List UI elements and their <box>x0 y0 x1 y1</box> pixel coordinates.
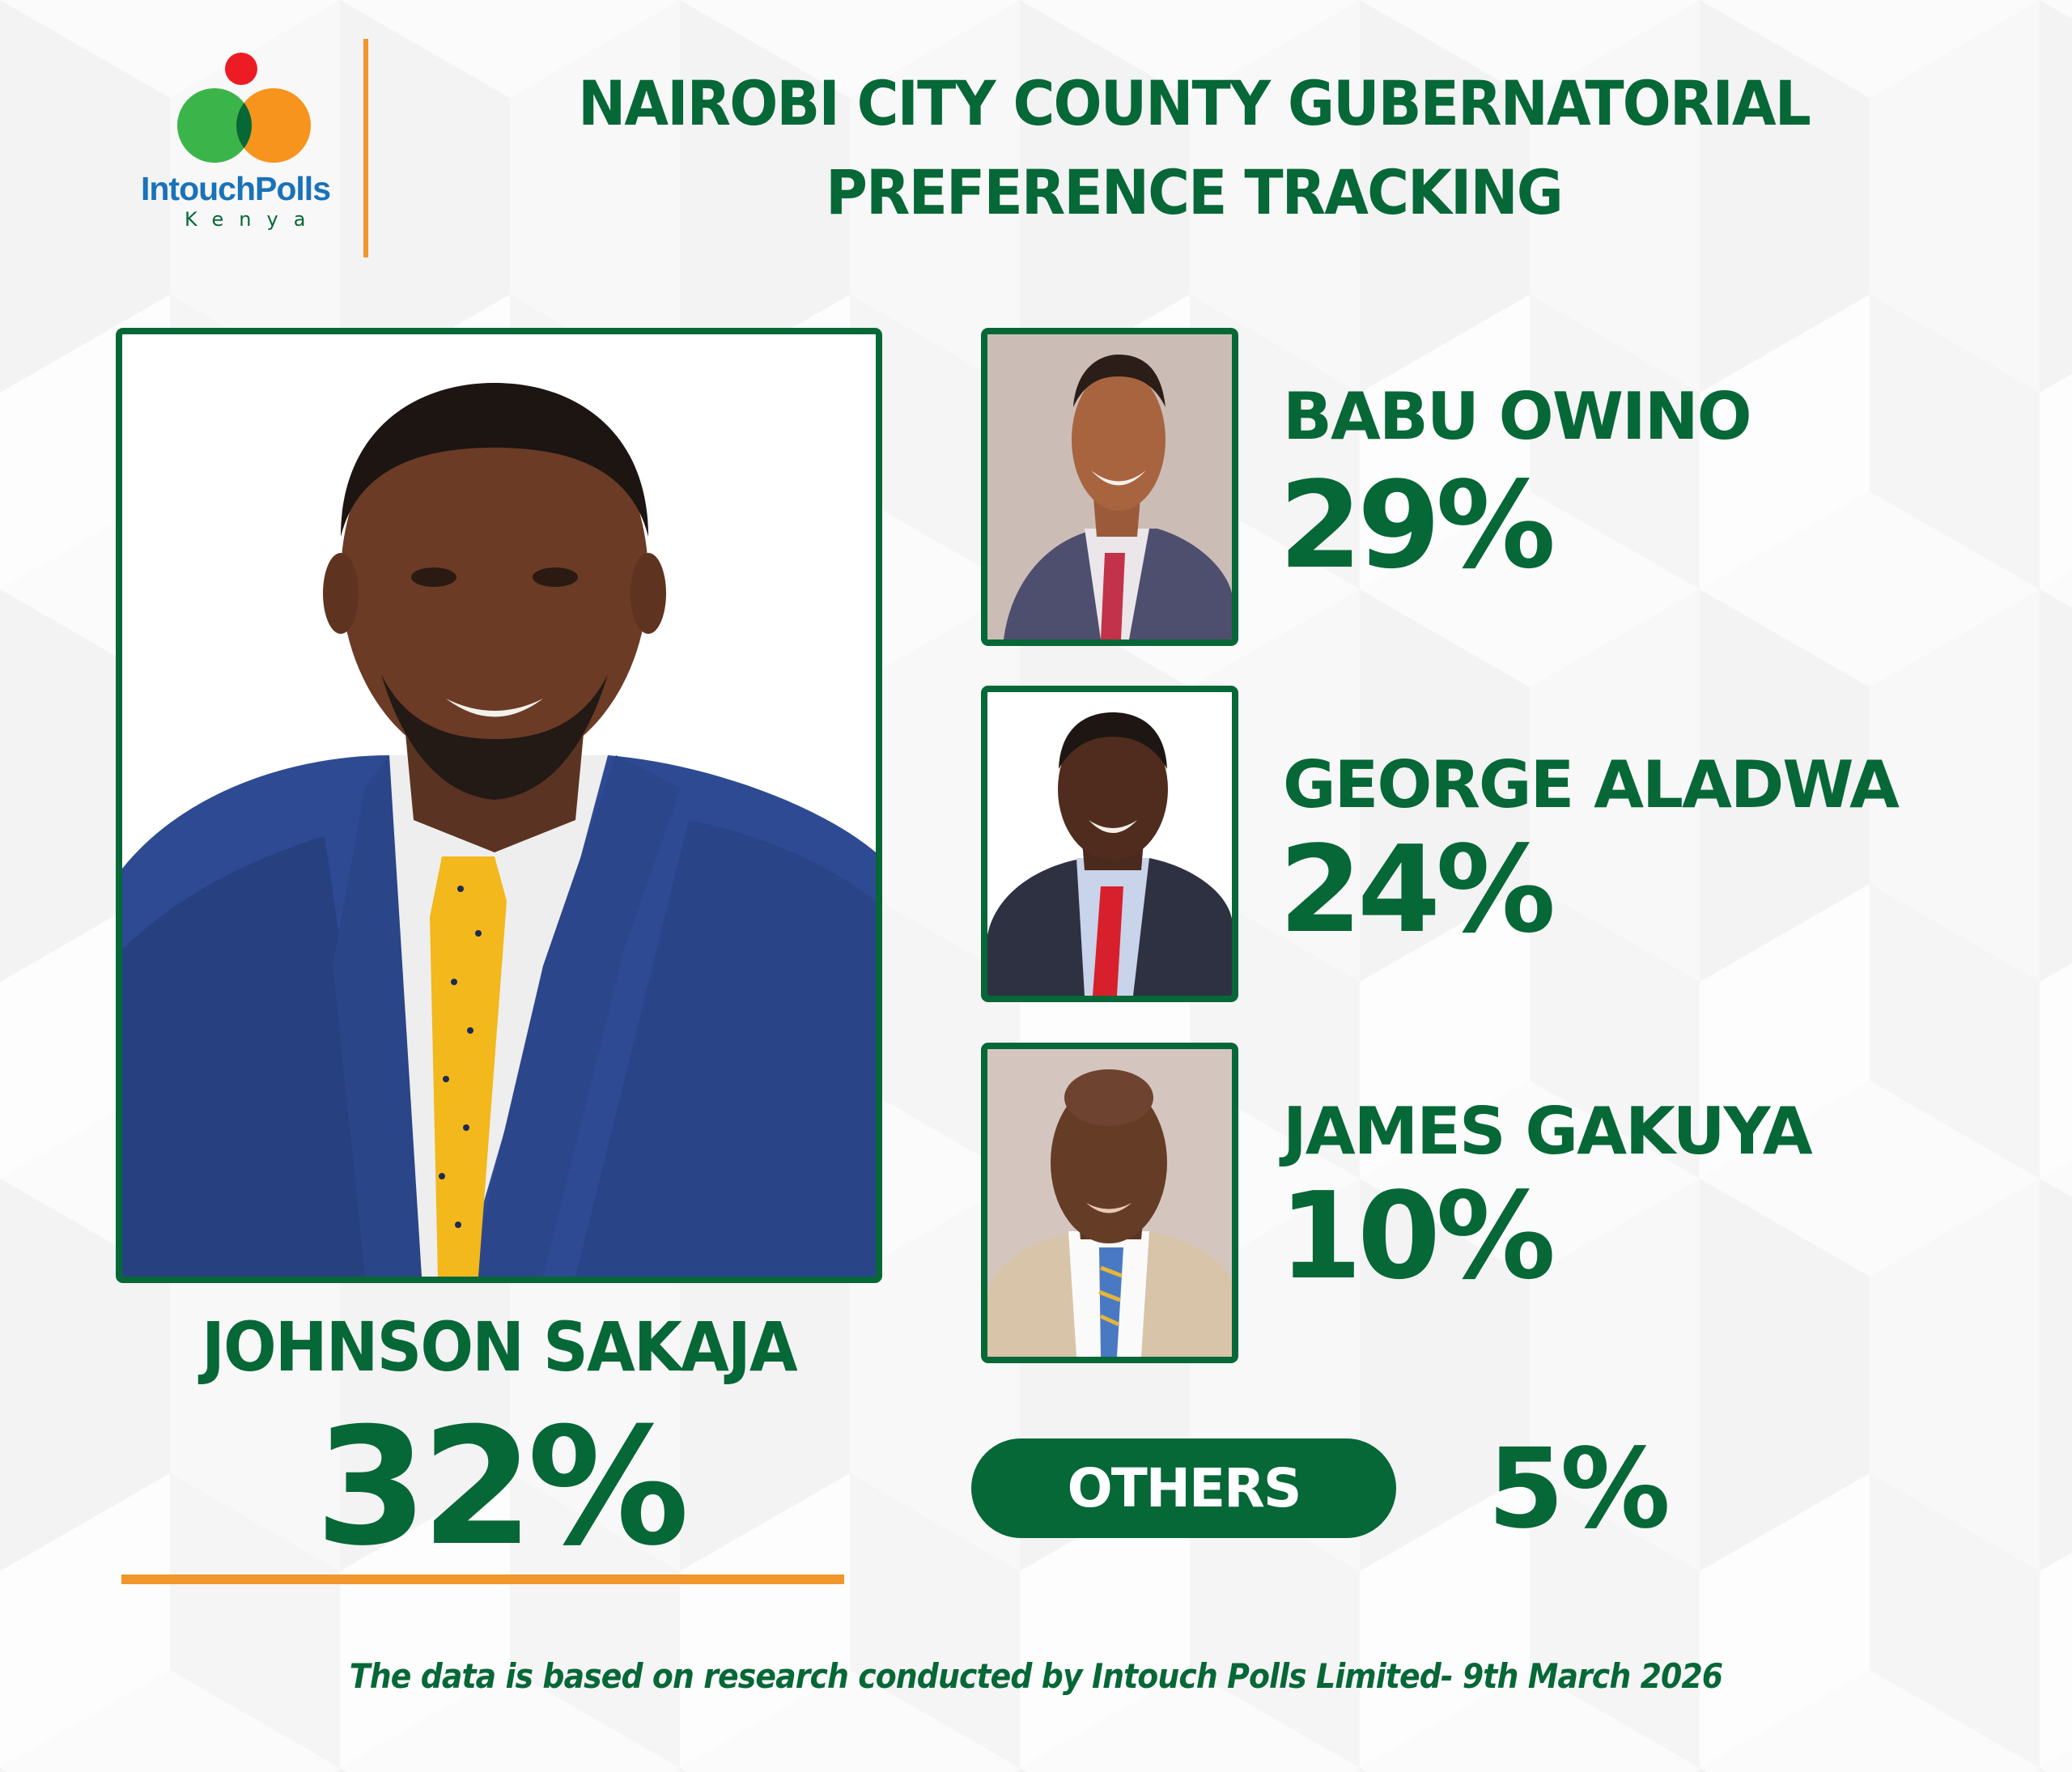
page-title-line1: NAIROBI CITY COUNTY GUBERNATORIAL <box>578 67 1811 139</box>
portrait-babu-owino-icon <box>987 334 1232 640</box>
leader-photo <box>116 328 882 1283</box>
candidate-percent-james-gakuya: 10% <box>1279 1166 1556 1306</box>
header-divider <box>363 39 368 257</box>
logo-circles-icon <box>177 53 311 163</box>
leader-underline <box>121 1574 844 1584</box>
footer-source-note: The data is based on research conducted … <box>349 1656 1723 1696</box>
candidate-photo-george-aladwa <box>981 686 1238 1002</box>
candidate-percent-babu-owino: 29% <box>1279 456 1556 595</box>
intouchpolls-logo: IntouchPolls Kenya <box>130 40 372 251</box>
others-percent: 5% <box>1488 1426 1671 1553</box>
leader-percent: 32% <box>315 1393 690 1582</box>
logo-country-text: Kenya <box>185 208 321 231</box>
page-title-line2: PREFERENCE TRACKING <box>826 156 1564 228</box>
portrait-johnson-sakaja-icon <box>122 334 876 1277</box>
candidate-photo-james-gakuya <box>981 1043 1238 1363</box>
portrait-james-gakuya-icon <box>987 1049 1232 1357</box>
candidate-name-george-aladwa: GEORGE ALADWA <box>1283 747 1900 822</box>
candidate-percent-george-aladwa: 24% <box>1279 820 1556 959</box>
candidate-photo-babu-owino <box>981 328 1238 646</box>
others-label: OTHERS <box>1067 1457 1302 1519</box>
portrait-george-aladwa-icon <box>987 692 1232 996</box>
logo-brand-text: IntouchPolls <box>141 170 331 207</box>
others-badge: OTHERS <box>971 1438 1396 1538</box>
candidate-name-babu-owino: BABU OWINO <box>1283 379 1752 454</box>
leader-name: JOHNSON SAKAJA <box>202 1307 798 1387</box>
candidate-name-james-gakuya: JAMES GAKUYA <box>1283 1094 1813 1169</box>
